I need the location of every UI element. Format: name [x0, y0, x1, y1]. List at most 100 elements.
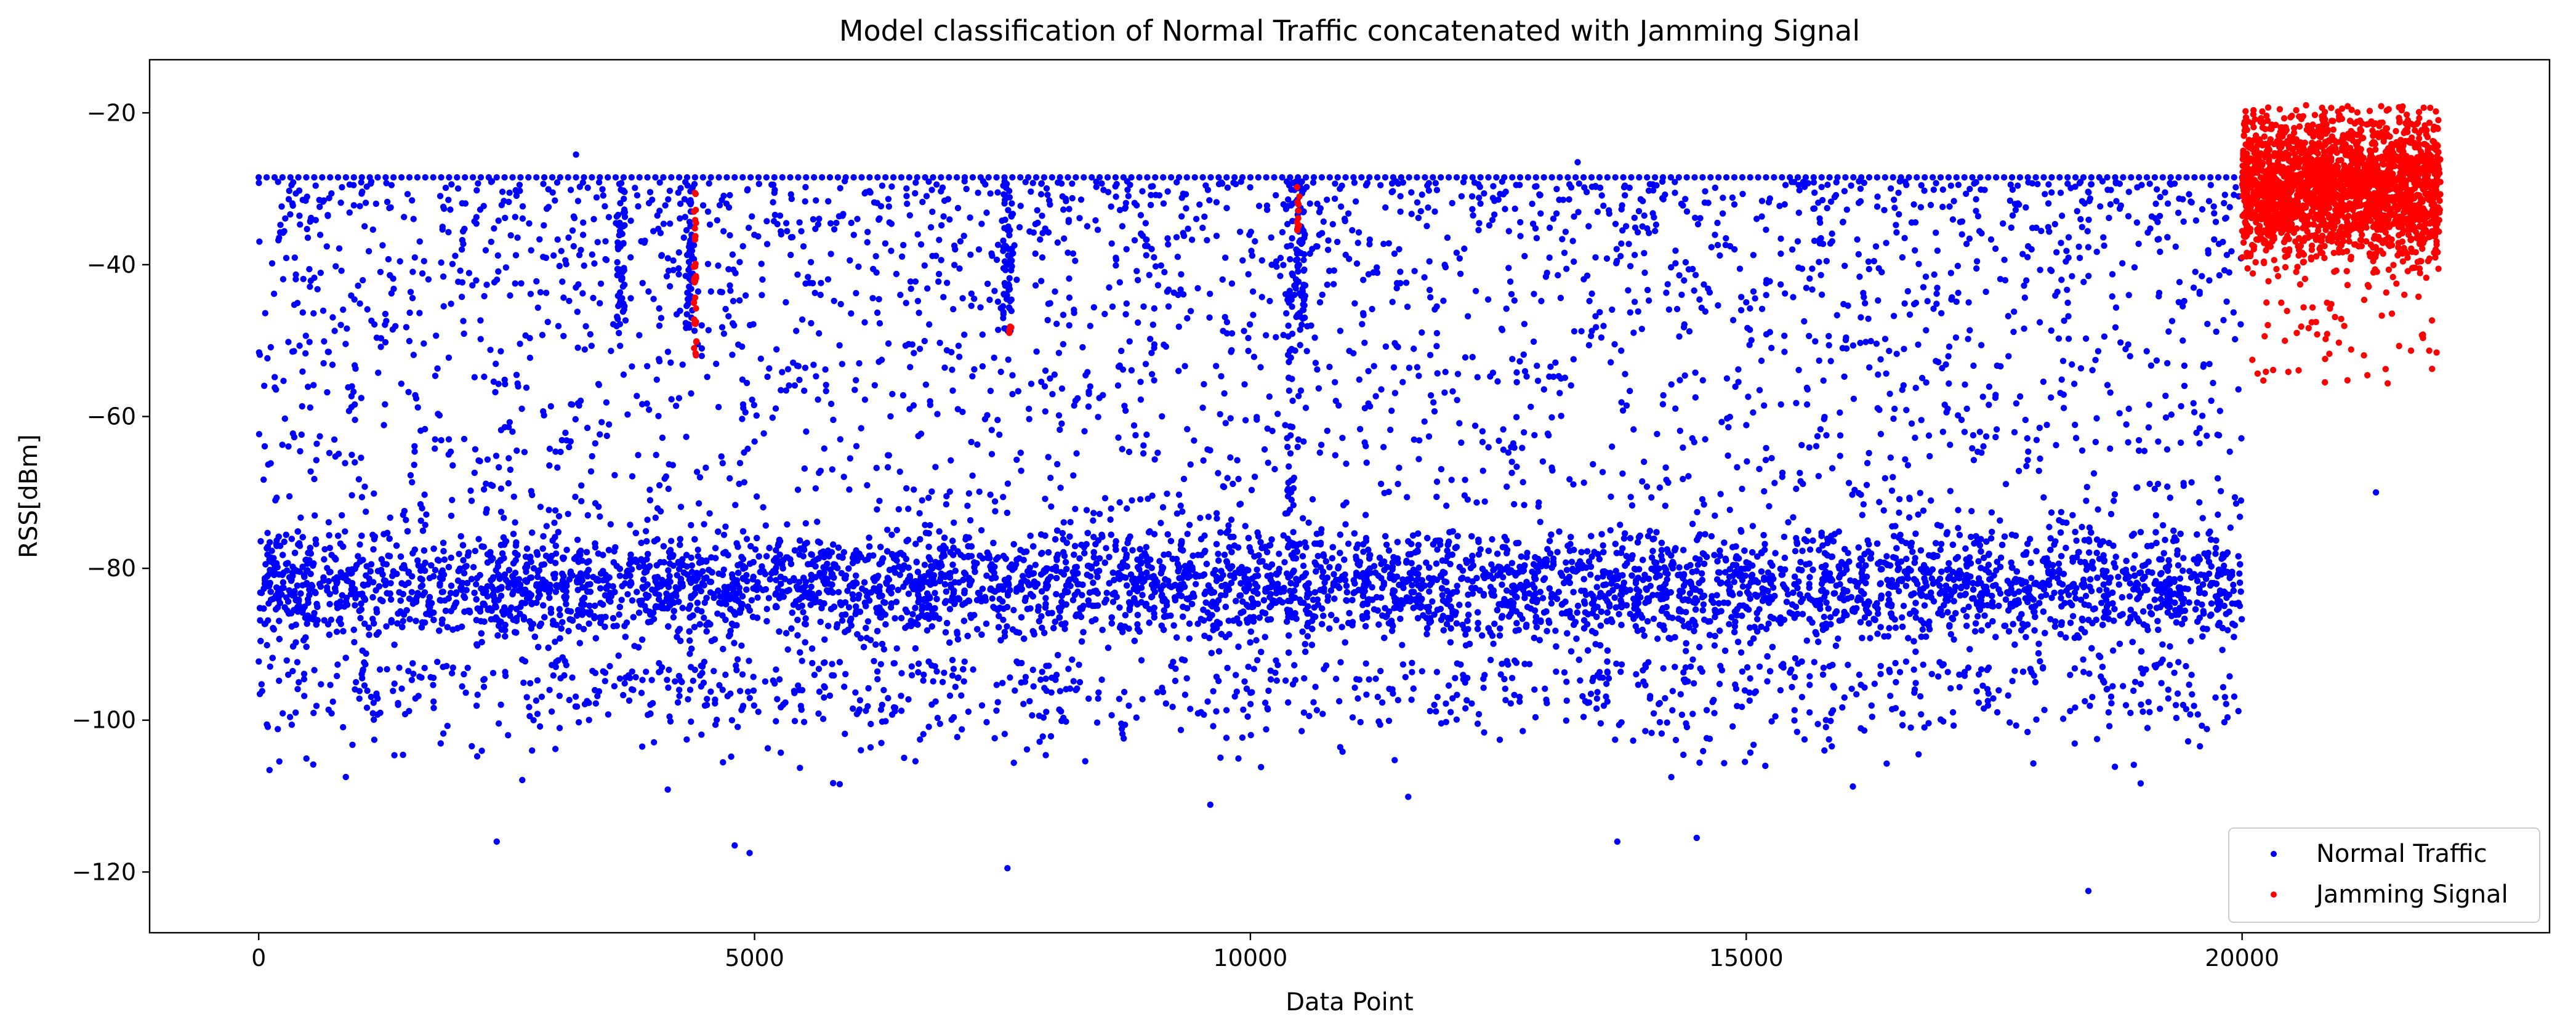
normal-traffic-point: [1032, 561, 1039, 568]
normal-traffic-point: [701, 614, 707, 621]
normal-traffic-point: [667, 537, 675, 544]
normal-traffic-point: [748, 597, 755, 604]
normal-traffic-point: [1226, 544, 1233, 551]
normal-traffic-point: [754, 594, 761, 601]
normal-traffic-point: [1919, 626, 1926, 633]
normal-traffic-point: [1758, 623, 1765, 630]
normal-traffic-point: [808, 583, 815, 590]
normal-traffic-point: [470, 564, 477, 571]
normal-traffic-point: [264, 642, 270, 649]
normal-traffic-point: [932, 590, 938, 597]
normal-traffic-point: [1968, 533, 1974, 541]
normal-traffic-point: [2115, 573, 2122, 581]
normal-traffic-point: [2028, 574, 2035, 581]
normal-traffic-point: [1938, 541, 1945, 547]
normal-traffic-point: [734, 656, 741, 663]
normal-traffic-point: [456, 550, 462, 557]
normal-traffic-point: [1010, 606, 1017, 614]
normal-traffic-point: [1708, 533, 1715, 540]
normal-traffic-point: [574, 536, 581, 543]
normal-traffic-point: [1907, 567, 1914, 574]
normal-traffic-point: [1974, 613, 1981, 620]
normal-traffic-point: [2236, 570, 2243, 577]
normal-traffic-point: [552, 638, 558, 645]
normal-traffic-point: [670, 614, 677, 621]
normal-traffic-point: [408, 589, 415, 595]
normal-traffic-point: [1912, 614, 1919, 621]
normal-traffic-point: [2230, 581, 2237, 589]
normal-traffic-point: [714, 610, 721, 617]
normal-traffic-point: [2176, 575, 2184, 582]
normal-traffic-point: [2159, 641, 2166, 648]
normal-traffic-point: [1899, 614, 1906, 621]
normal-traffic-point: [1489, 536, 1495, 543]
normal-traffic-point: [1439, 592, 1446, 598]
normal-traffic-point: [1488, 561, 1495, 568]
normal-traffic-point: [2096, 555, 2103, 562]
normal-traffic-point: [1061, 626, 1068, 632]
normal-traffic-point: [1539, 595, 1547, 602]
normal-traffic-point: [835, 589, 842, 595]
normal-traffic-point: [1731, 579, 1737, 585]
normal-traffic-point: [1109, 598, 1117, 605]
normal-traffic-point: [839, 617, 846, 624]
normal-traffic-point: [1612, 568, 1619, 574]
normal-traffic-point: [1184, 531, 1191, 537]
normal-traffic-point: [924, 627, 931, 634]
normal-traffic-point: [1821, 570, 1828, 577]
normal-traffic-point: [1806, 546, 1814, 553]
normal-traffic-point: [1821, 613, 1827, 621]
normal-traffic-point: [2072, 595, 2079, 602]
normal-traffic-point: [1792, 548, 1799, 555]
normal-traffic-point: [1217, 592, 1225, 599]
normal-traffic-point: [1500, 574, 1507, 581]
normal-traffic-point: [712, 555, 719, 561]
normal-traffic-point: [1950, 636, 1957, 643]
normal-traffic-point: [1739, 583, 1747, 590]
normal-traffic-point: [1415, 564, 1422, 571]
normal-traffic-point: [624, 591, 631, 598]
normal-traffic-point: [970, 666, 976, 673]
normal-traffic-point: [1552, 627, 1559, 634]
normal-traffic-point: [902, 624, 909, 631]
normal-traffic-point: [2224, 627, 2231, 634]
normal-traffic-point: [720, 566, 727, 573]
normal-traffic-point: [1225, 618, 1232, 624]
normal-traffic-point: [1975, 558, 1982, 565]
normal-traffic-point: [763, 606, 770, 613]
normal-traffic-point: [1835, 635, 1841, 642]
normal-traffic-point: [1770, 584, 1777, 591]
normal-traffic-point: [803, 539, 811, 546]
normal-traffic-point: [1731, 623, 1739, 630]
normal-traffic-point: [1360, 549, 1367, 555]
normal-traffic-point: [893, 645, 900, 652]
normal-traffic-point: [2063, 634, 2069, 641]
normal-traffic-point: [1792, 655, 1799, 662]
normal-traffic-point: [1883, 553, 1890, 560]
normal-traffic-point: [784, 646, 791, 653]
normal-traffic-point: [357, 614, 364, 622]
normal-traffic-point: [1993, 567, 2000, 574]
normal-traffic-point: [1900, 603, 1907, 610]
normal-traffic-point: [2073, 537, 2080, 544]
normal-traffic-point: [640, 563, 648, 570]
normal-traffic-point: [743, 536, 751, 542]
normal-traffic-point: [400, 618, 406, 624]
normal-traffic-point: [1103, 589, 1110, 597]
normal-traffic-point: [1429, 598, 1436, 605]
normal-traffic-point: [765, 595, 773, 602]
normal-traffic-point: [1391, 605, 1398, 611]
normal-traffic-point: [1937, 546, 1944, 553]
normal-traffic-point: [1746, 624, 1753, 631]
normal-traffic-point: [1345, 541, 1352, 547]
normal-traffic-point: [383, 623, 390, 630]
normal-traffic-point: [472, 547, 478, 555]
normal-traffic-point: [1711, 642, 1718, 649]
normal-traffic-point: [880, 646, 888, 653]
normal-traffic-point: [1737, 649, 1745, 656]
normal-traffic-point: [1886, 625, 1893, 632]
normal-traffic-point: [1650, 615, 1657, 622]
normal-traffic-point: [1490, 640, 1497, 647]
normal-traffic-point: [1997, 554, 2005, 561]
